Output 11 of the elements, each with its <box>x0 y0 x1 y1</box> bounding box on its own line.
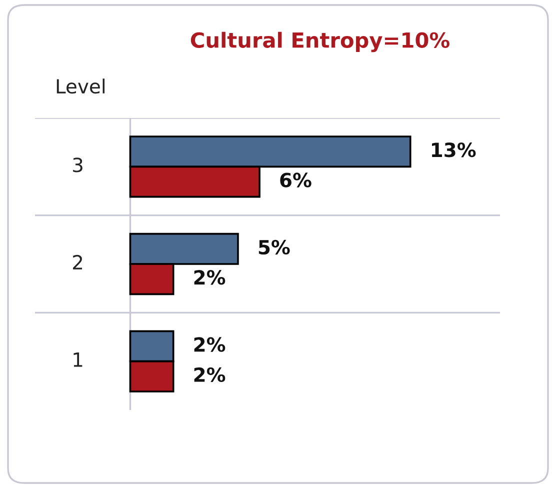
data-label: 2% <box>194 367 226 382</box>
y-tick-label: 3 <box>73 158 82 172</box>
data-label: 6% <box>280 172 312 188</box>
data-label: 2% <box>194 270 226 285</box>
data-label: 5% <box>258 240 290 255</box>
y-tick-label: 2 <box>73 254 82 270</box>
data-label: 13% <box>432 142 476 158</box>
chart-title: Cultural Entropy=10% <box>190 32 450 52</box>
y-axis-title: Level <box>56 78 105 94</box>
data-label: 2% <box>194 337 226 352</box>
y-tick-label: 1 <box>74 352 82 367</box>
